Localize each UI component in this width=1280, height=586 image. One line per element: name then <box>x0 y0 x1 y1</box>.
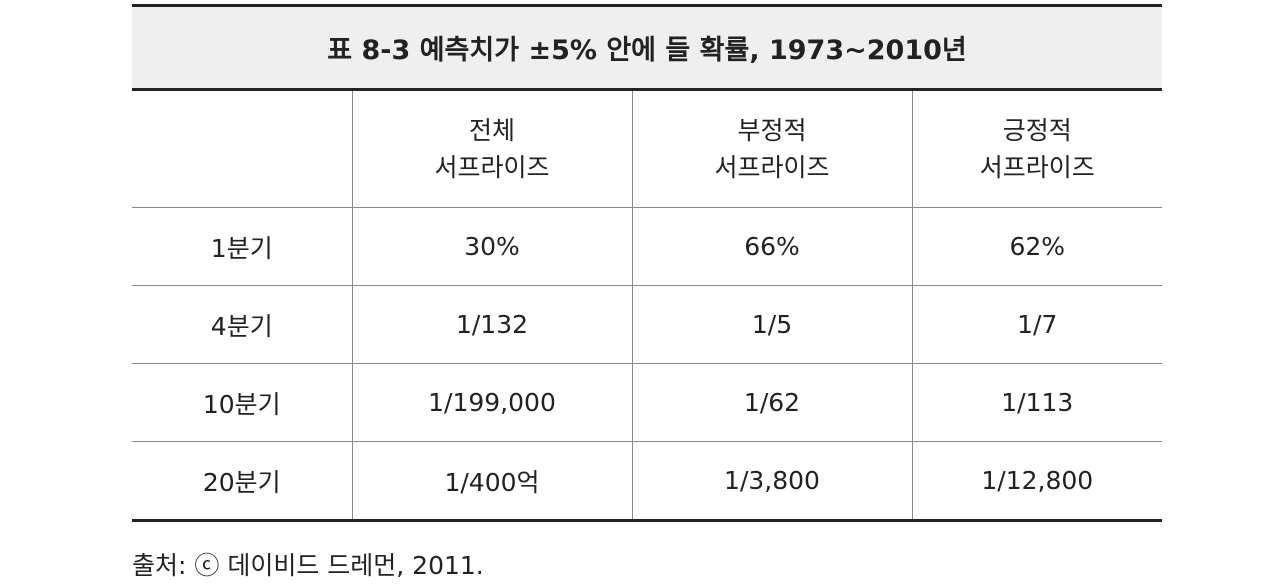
cell: 1/132 <box>351 285 632 364</box>
row-label: 1분기 <box>132 207 352 286</box>
data-row: 10분기 1/199,000 1/62 1/113 <box>132 363 1163 442</box>
cell: 1/7 <box>911 285 1163 364</box>
cell: 1/62 <box>631 363 912 442</box>
cell: 1/12,800 <box>911 441 1163 522</box>
row-label: 4분기 <box>132 285 352 364</box>
data-row: 1분기 30% 66% 62% <box>132 207 1163 286</box>
source-note: 출처: ⓒ 데이비드 드레먼, 2011. <box>132 551 484 580</box>
row-label: 10분기 <box>132 363 352 442</box>
header-line: 서프라이즈 <box>714 153 830 182</box>
header-line: 서프라이즈 <box>979 153 1095 182</box>
data-row: 4분기 1/132 1/5 1/7 <box>132 285 1163 364</box>
title-row: 표 8-3 예측치가 ±5% 안에 들 확률, 1973~2010년 <box>132 4 1163 91</box>
header-line: 부정적 <box>737 116 807 145</box>
cell: 30% <box>351 207 632 286</box>
cell: 1/3,800 <box>631 441 912 522</box>
header-line: 긍정적 <box>1002 116 1072 145</box>
data-row: 20분기 1/400억 1/3,800 1/12,800 <box>132 441 1163 522</box>
cell: 1/199,000 <box>351 363 632 442</box>
cell: 62% <box>911 207 1163 286</box>
cell: 1/5 <box>631 285 912 364</box>
header-line: 서프라이즈 <box>434 153 550 182</box>
cell: 1/400억 <box>351 441 632 522</box>
cell: 66% <box>631 207 912 286</box>
header-line: 전체 <box>468 116 515 145</box>
header-row: 전체 서프라이즈 부정적 서프라이즈 긍정적 서프라이즈 <box>132 89 1163 208</box>
header-empty-cell <box>132 89 352 208</box>
table-title: 표 8-3 예측치가 ±5% 안에 들 확률, 1973~2010년 <box>132 4 1163 91</box>
cell: 1/113 <box>911 363 1163 442</box>
row-label: 20분기 <box>132 441 352 522</box>
